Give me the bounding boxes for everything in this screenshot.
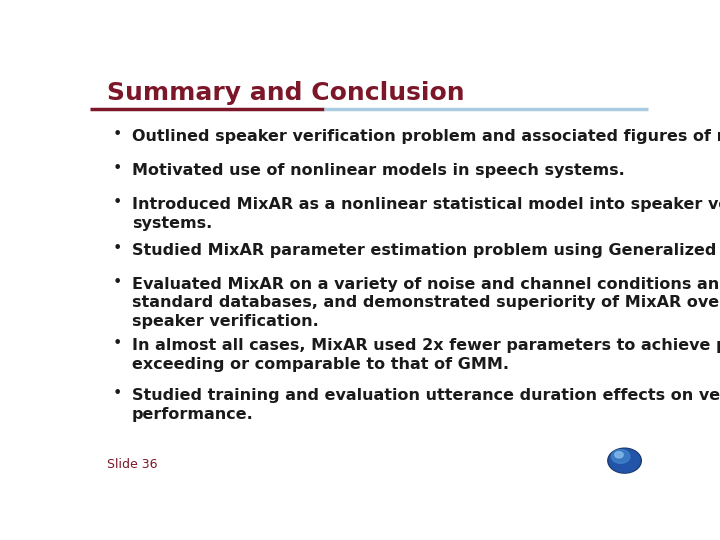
Text: Summary and Conclusion: Summary and Conclusion: [107, 80, 464, 105]
Text: •: •: [112, 161, 122, 176]
Circle shape: [615, 451, 624, 458]
Text: Introduced MixAR as a nonlinear statistical model into speaker verification
syst: Introduced MixAR as a nonlinear statisti…: [132, 198, 720, 231]
Text: •: •: [112, 386, 122, 401]
Circle shape: [609, 449, 640, 472]
Text: Evaluated MixAR on a variety of noise and channel conditions and using several
s: Evaluated MixAR on a variety of noise an…: [132, 277, 720, 329]
Text: •: •: [112, 336, 122, 352]
Text: Slide 36: Slide 36: [107, 458, 157, 471]
Circle shape: [611, 450, 630, 463]
Circle shape: [608, 448, 642, 473]
Text: •: •: [112, 127, 122, 142]
Text: In almost all cases, MixAR used 2x fewer parameters to achieve performance
excee: In almost all cases, MixAR used 2x fewer…: [132, 339, 720, 372]
Text: •: •: [112, 275, 122, 290]
Text: •: •: [112, 195, 122, 211]
Text: Motivated use of nonlinear models in speech systems.: Motivated use of nonlinear models in spe…: [132, 163, 625, 178]
Text: Studied MixAR parameter estimation problem using Generalized EM algorithm.: Studied MixAR parameter estimation probl…: [132, 243, 720, 258]
Text: Studied training and evaluation utterance duration effects on verification
perfo: Studied training and evaluation utteranc…: [132, 388, 720, 422]
Text: Outlined speaker verification problem and associated figures of merit.: Outlined speaker verification problem an…: [132, 129, 720, 144]
Text: •: •: [112, 241, 122, 255]
